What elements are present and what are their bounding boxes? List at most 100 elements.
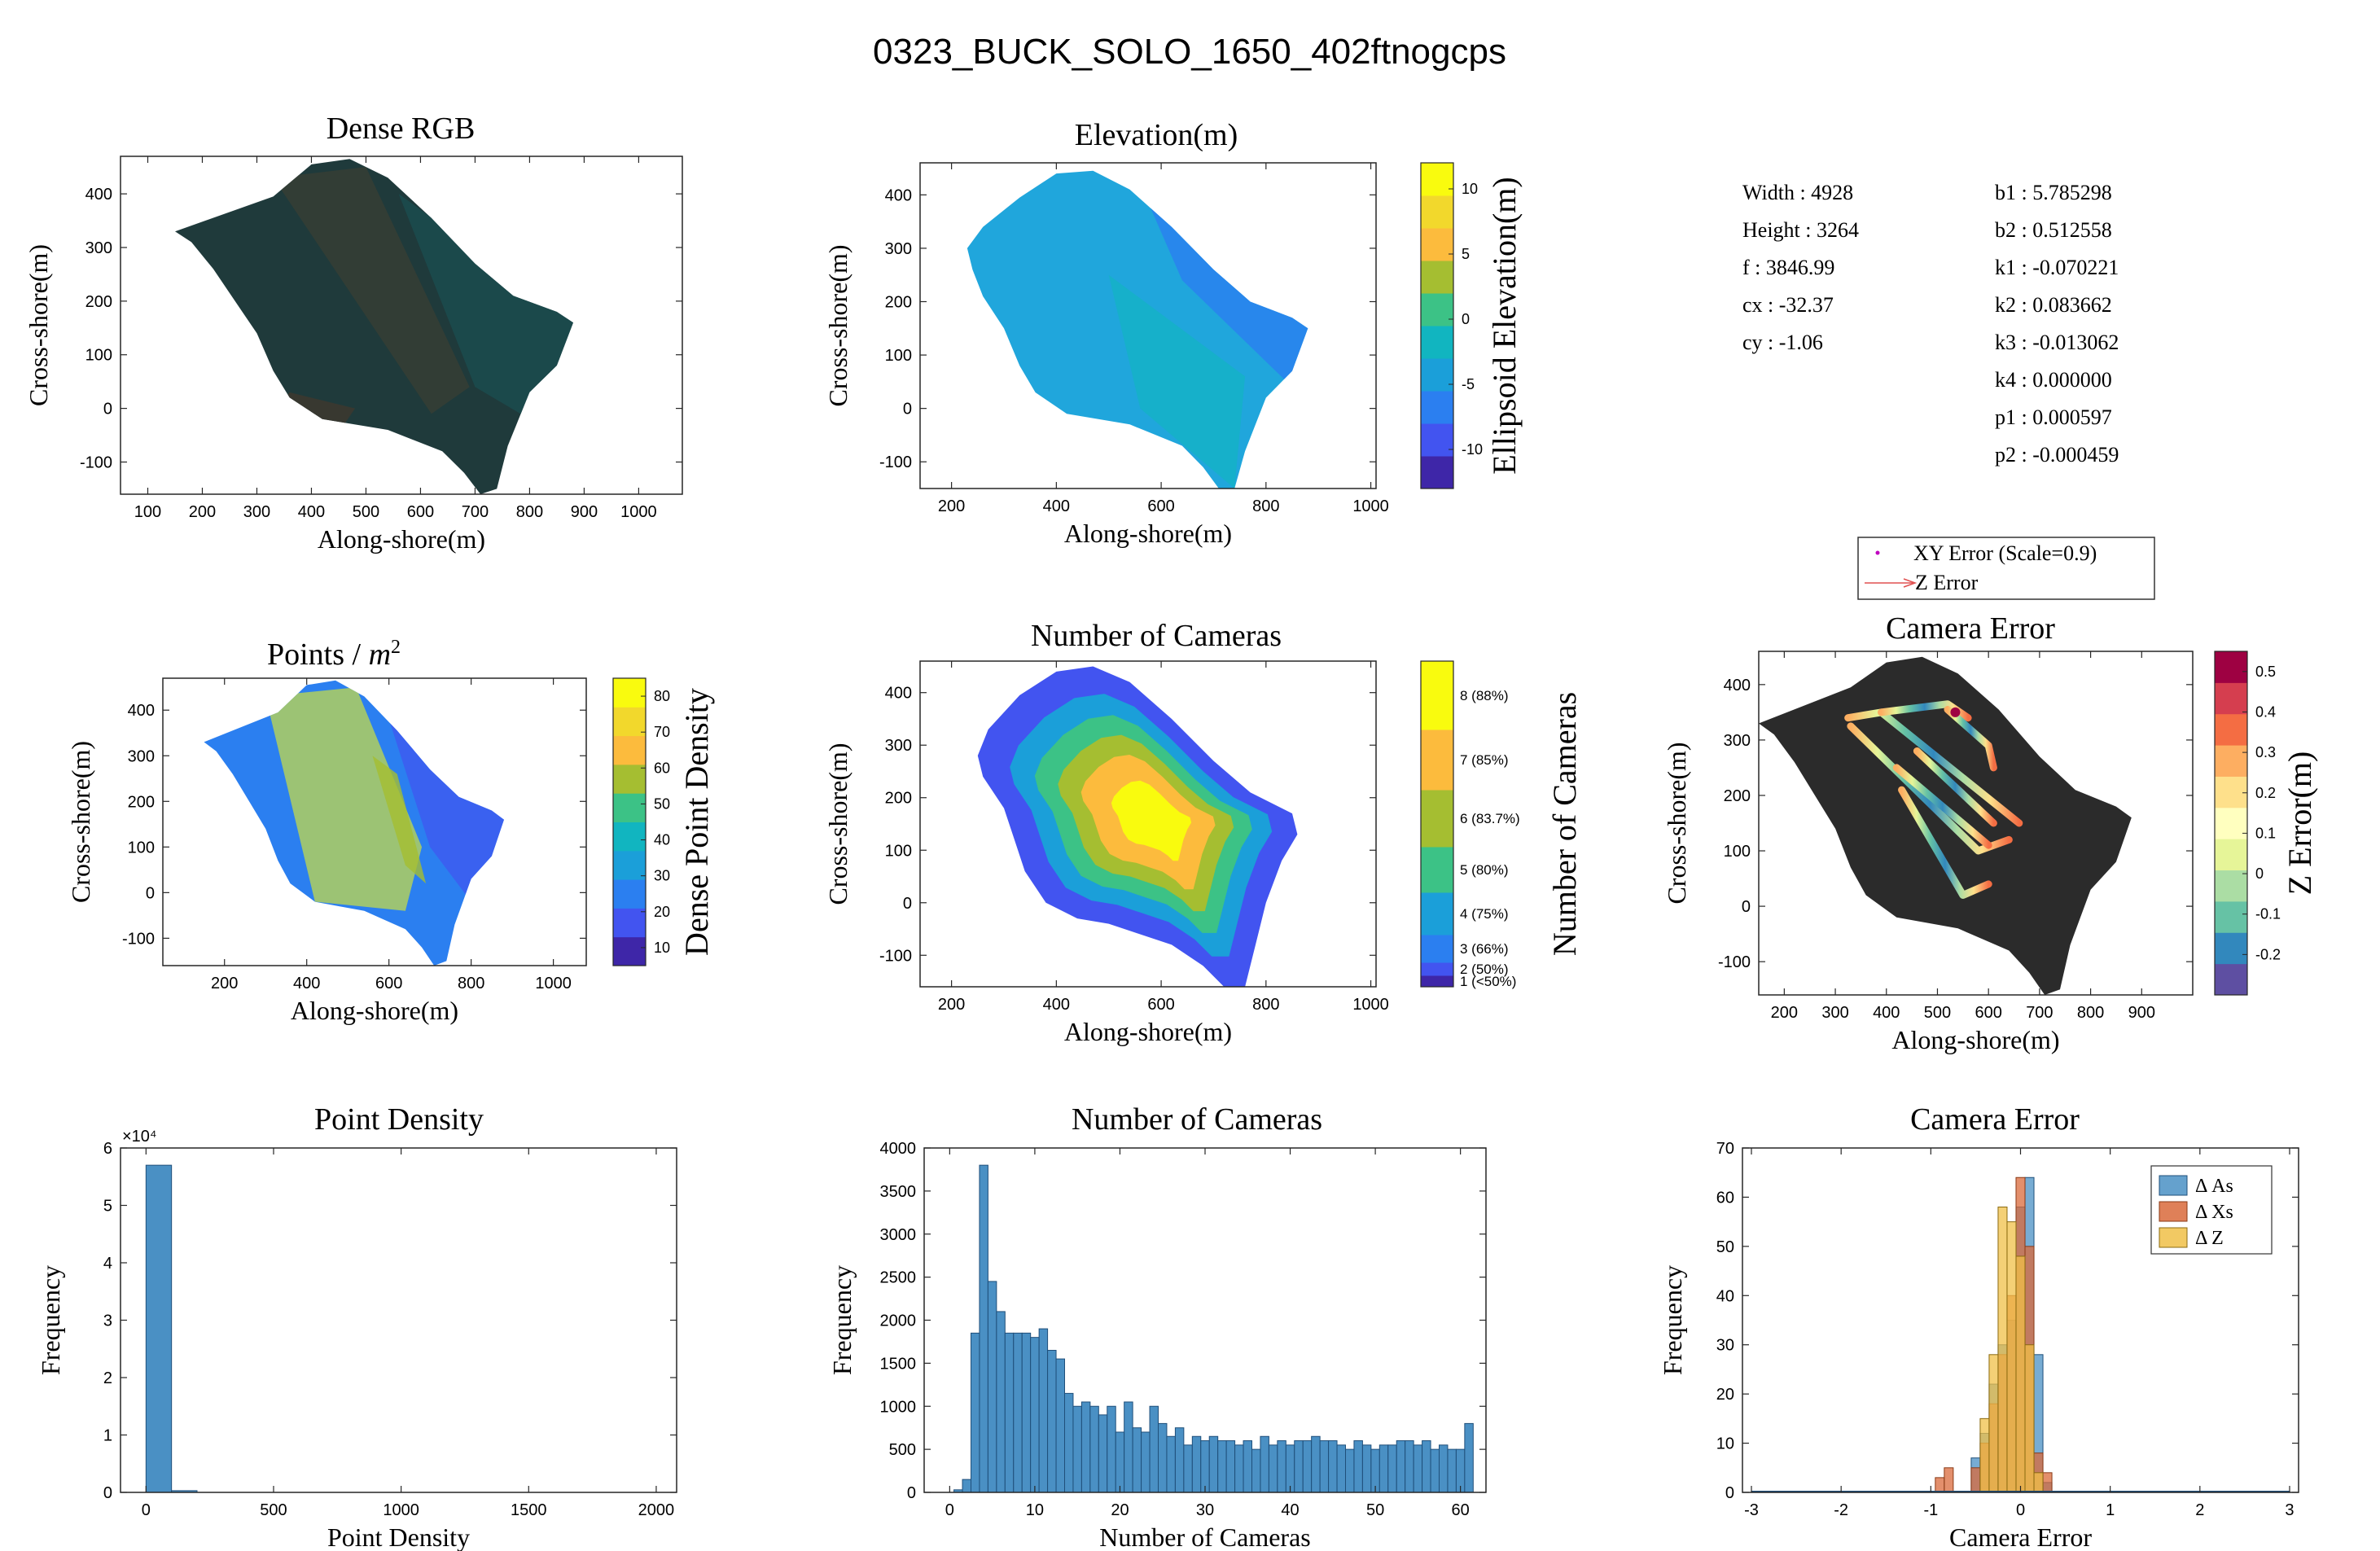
hist-num-cameras-xtick-label: 40 bbox=[1281, 1501, 1299, 1519]
points-per-m2-cbar-tick-label: 50 bbox=[654, 795, 670, 812]
dense-rgb-ytick-label: 200 bbox=[85, 293, 112, 311]
num-cameras-bar bbox=[1141, 1431, 1151, 1493]
num-cameras-bar bbox=[1183, 1444, 1193, 1493]
num-cameras-bar bbox=[1234, 1444, 1244, 1493]
num-cameras-bar bbox=[1013, 1332, 1023, 1493]
num-cameras-bar bbox=[1336, 1444, 1346, 1493]
param-k1: k1 : -0.070221 bbox=[1995, 256, 2119, 279]
num-cameras-cbar-tick-label: 6 (83.7%) bbox=[1460, 811, 1520, 826]
hist-point-density-xtick-label: 1000 bbox=[383, 1501, 419, 1519]
camera-error-map-ytick-label: 200 bbox=[1724, 787, 1751, 805]
camera-error-map-xtick-label: 200 bbox=[1771, 1004, 1798, 1022]
dense-rgb-ytick-label: 100 bbox=[85, 347, 112, 365]
camera-error-hist-legend-label: Δ Xs bbox=[2195, 1202, 2233, 1223]
hist-num-cameras-xtick-label: 50 bbox=[1366, 1501, 1384, 1519]
hist-num-cameras-ytick-label: 2000 bbox=[880, 1312, 917, 1330]
camera-error-map-cbar-tick-label: -0.2 bbox=[2255, 946, 2281, 962]
hist-point-density-xtick-label: 2000 bbox=[638, 1501, 675, 1519]
dense-rgb-xtick-label: 400 bbox=[298, 503, 325, 521]
camera-error-bar-1 bbox=[1970, 1467, 1981, 1493]
num-cameras-cbar-segment bbox=[1421, 847, 1453, 893]
points-per-m2-axes: 200 400 600 800 1000 -100 0 100 200 300 400 Along-s… bbox=[66, 677, 715, 1025]
hist-point-density-ytick-label: 6 bbox=[103, 1140, 112, 1158]
camera-error-map-cbar-label: Z Error(m) bbox=[2281, 751, 2318, 896]
camera-error-map-axes-box bbox=[1758, 651, 2194, 996]
points-per-m2-ylabel: Cross-shore(m) bbox=[66, 741, 95, 903]
num-cameras-map-xtick-label: 800 bbox=[1252, 996, 1279, 1014]
dense-rgb-ylabel: Cross-shore(m) bbox=[24, 244, 53, 406]
hist-point-density-xtick-label: 500 bbox=[260, 1501, 287, 1519]
dense-rgb-title: Dense RGB bbox=[327, 112, 476, 146]
points-per-m2-cbar-segment bbox=[613, 850, 646, 880]
points-per-m2-ytick-label: 200 bbox=[128, 793, 155, 811]
camera-error-bar-2 bbox=[1979, 1417, 1990, 1493]
num-cameras-map-ytick-label: 100 bbox=[885, 842, 912, 860]
panel-hist-point-density: Point Density 0 500 1000 1500 2000 0 1 2 3 4 5 6 Poi… bbox=[36, 1102, 677, 1551]
panel-camera-error-map: Camera Error 200 300 400 500 600 700 800 900 -10… bbox=[1662, 537, 2318, 1054]
num-cameras-bar bbox=[979, 1164, 988, 1493]
camera-error-bar-2 bbox=[2033, 1472, 2044, 1493]
hist-point-density-ytick-label: 2 bbox=[103, 1369, 112, 1387]
points-per-m2-cbar-segment bbox=[613, 822, 646, 852]
dense-rgb-ytick-label: -100 bbox=[80, 453, 112, 471]
camera-error-map-xtick-label: 400 bbox=[1873, 1004, 1900, 1022]
dense-rgb-xlabel: Along-shore(m) bbox=[318, 524, 485, 554]
hist-camera-error-ytick-label: 30 bbox=[1716, 1337, 1734, 1355]
hist-camera-error-xtick-label: -3 bbox=[1744, 1501, 1759, 1519]
dense-rgb-xtick-label: 500 bbox=[353, 503, 379, 521]
z-error-legend-label: Z Error bbox=[1915, 571, 1979, 594]
num-cameras-bar bbox=[1064, 1392, 1074, 1493]
hist-num-cameras-ytick-label: 0 bbox=[907, 1484, 916, 1502]
points-per-m2-cbar-tick-label: 60 bbox=[654, 760, 670, 776]
hist-point-density-ytick-label: 4 bbox=[103, 1255, 112, 1273]
camera-error-map-cbar-segment bbox=[2215, 682, 2247, 715]
num-cameras-map-xtick-label: 1000 bbox=[1352, 996, 1389, 1014]
num-cameras-bar bbox=[1030, 1337, 1040, 1493]
num-cameras-bar bbox=[1447, 1448, 1457, 1493]
dense-rgb-xtick-label: 800 bbox=[516, 503, 543, 521]
hist-num-cameras-ylabel: Frequency bbox=[827, 1265, 857, 1375]
num-cameras-map-xtick-label: 200 bbox=[938, 996, 965, 1014]
param-k2: k2 : 0.083662 bbox=[1995, 293, 2112, 317]
hist-num-cameras-xlabel: Number of Cameras bbox=[1099, 1523, 1310, 1551]
dense-rgb-xtick-label: 100 bbox=[134, 503, 161, 521]
points-per-m2-cbar-label: Dense Point Density bbox=[678, 688, 715, 956]
elevation-cbar-segment bbox=[1421, 195, 1453, 229]
dense-rgb-xtick-label: 1000 bbox=[620, 503, 657, 521]
hist-camera-error-xtick-label: 2 bbox=[2195, 1501, 2204, 1519]
camera-error-hist-legend-swatch bbox=[2159, 1201, 2188, 1222]
camera-error-map-xtick-label: 500 bbox=[1924, 1004, 1951, 1022]
camera-error-map-xlabel: Along-shore(m) bbox=[1891, 1025, 2059, 1054]
points-per-m2-cbar-segment bbox=[613, 793, 646, 822]
camera-error-map-cbar-tick-label: 0 bbox=[2255, 865, 2264, 882]
hist-num-cameras-xtick-label: 20 bbox=[1111, 1501, 1129, 1519]
num-cameras-map-ytick-label: 300 bbox=[885, 737, 912, 755]
num-cameras-bar bbox=[1158, 1422, 1168, 1493]
num-cameras-map-ytick-label: 0 bbox=[903, 895, 912, 913]
hist-num-cameras-ytick-label: 3000 bbox=[880, 1226, 917, 1244]
num-cameras-bar bbox=[1021, 1332, 1032, 1493]
flight-line bbox=[1913, 747, 1997, 827]
num-cameras-cbar-tick-label: 1 (<50%) bbox=[1460, 974, 1516, 989]
density-high-zone bbox=[265, 687, 423, 911]
num-cameras-bar bbox=[1072, 1405, 1082, 1493]
density-low-zone bbox=[388, 719, 504, 902]
hist-point-density-ytick-label: 1 bbox=[103, 1427, 112, 1445]
num-cameras-bar bbox=[1089, 1405, 1099, 1493]
elevation-cbar-box bbox=[1420, 162, 1454, 489]
camera-error-map-xtick-label: 600 bbox=[1975, 1004, 2001, 1022]
points-per-m2-cbar-segment bbox=[613, 879, 646, 909]
camera-error-map-ytick-label: -100 bbox=[1718, 953, 1751, 971]
num-cameras-bar bbox=[996, 1311, 1006, 1493]
density-texture bbox=[265, 687, 504, 911]
elevation-cbar-segment bbox=[1421, 163, 1453, 196]
num-cameras-bar bbox=[1047, 1350, 1057, 1493]
camera-error-map-ytick-label: 100 bbox=[1724, 843, 1751, 861]
num-cameras-bar bbox=[1217, 1440, 1227, 1493]
param-k3: k3 : -0.013062 bbox=[1995, 331, 2119, 354]
num-cameras-bar bbox=[1243, 1440, 1252, 1493]
num-cameras-bar bbox=[971, 1332, 980, 1493]
num-cameras-bar bbox=[1208, 1435, 1219, 1493]
points-per-m2-ytick-label: 100 bbox=[128, 839, 155, 857]
